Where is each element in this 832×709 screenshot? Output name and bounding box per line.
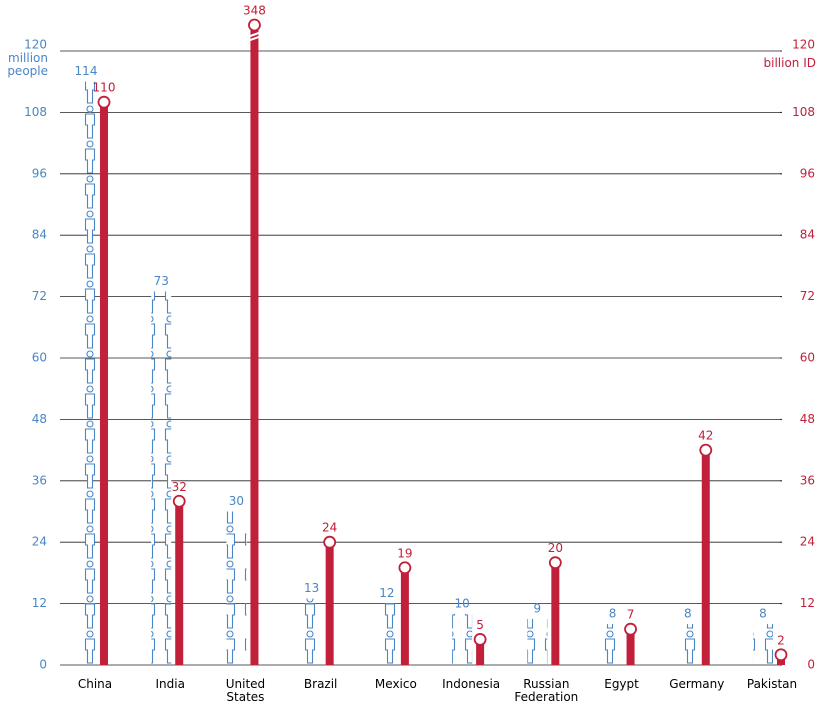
spending-bar: [325, 542, 334, 665]
people-stack: [527, 618, 548, 665]
x-tick-label: Germany: [669, 677, 725, 691]
people-value-label: 13: [304, 581, 319, 595]
spending-bar: [400, 567, 409, 665]
people-value-label: 8: [759, 607, 767, 621]
y2-tick-label: 12: [800, 596, 815, 610]
spending-bar: [476, 639, 485, 665]
x-tick-label: Indonesia: [442, 677, 501, 691]
spending-marker: [172, 494, 186, 508]
people-value-label: 10: [454, 596, 469, 610]
spending-value-label: 19: [397, 546, 412, 560]
y2-tick-label: 96: [800, 166, 815, 180]
people-value-label: 9: [534, 601, 542, 615]
y-tick-label: 120: [24, 38, 47, 52]
spending-value-label: 5: [476, 618, 484, 632]
people-stack: [677, 624, 698, 665]
x-tick-label: Russian Federation: [514, 677, 579, 704]
spending-value-label: 110: [93, 81, 116, 95]
spending-bar: [701, 450, 710, 665]
people-stack: [376, 603, 397, 665]
spending-marker: [97, 95, 111, 109]
y2-axis-label: billion ID: [763, 56, 817, 70]
spending-marker: [774, 648, 788, 662]
people-value-label: 73: [154, 274, 169, 288]
y2-tick-label: 36: [800, 473, 815, 487]
spending-value-label: 348: [243, 4, 266, 18]
people-stack: [452, 613, 473, 665]
spending-marker: [323, 535, 337, 549]
spending-marker: [548, 556, 562, 570]
people-stack: [76, 81, 96, 665]
people-stack: [151, 291, 172, 665]
people-value-label: 30: [229, 494, 244, 508]
y2-tick-label: 108: [792, 105, 815, 119]
x-tick-label: Mexico: [374, 677, 417, 691]
spending-bar: [250, 25, 259, 665]
spending-value-label: 20: [548, 541, 563, 555]
x-tick-label: United States: [225, 677, 266, 704]
y-tick-label: 48: [32, 412, 47, 426]
spending-marker: [473, 633, 487, 646]
people-value-label: 8: [609, 607, 617, 621]
people-stack: [226, 511, 247, 665]
people-value-label: 114: [75, 64, 98, 78]
x-tick-label: Egypt: [604, 677, 639, 691]
spending-value-label: 2: [777, 633, 785, 647]
spending-value-label: 7: [627, 608, 635, 622]
spending-marker: [398, 561, 412, 575]
spending-bar: [100, 102, 108, 665]
y-tick-label: 12: [32, 596, 47, 610]
y-tick-label: 84: [32, 228, 47, 242]
y-tick-label: 60: [32, 351, 47, 365]
spending-marker: [248, 18, 261, 32]
spending-bar: [175, 501, 184, 665]
y-tick-label: 36: [32, 473, 47, 487]
people-stack: [301, 598, 322, 665]
y2-tick-label: 120: [792, 38, 815, 52]
spending-marker: [624, 622, 637, 636]
y2-tick-label: 48: [800, 412, 815, 426]
spending-value-label: 42: [698, 429, 713, 443]
y2-tick-label: 24: [800, 535, 815, 549]
y-tick-label: 0: [39, 658, 47, 672]
y-tick-label: 72: [32, 289, 47, 303]
spending-marker: [699, 443, 713, 457]
spending-bar: [626, 629, 635, 665]
axis-break: [247, 31, 262, 38]
y-tick-label: 96: [32, 166, 47, 180]
spending-bar: [551, 562, 560, 665]
spending-value-label: 32: [172, 480, 187, 494]
x-tick-label: Brazil: [303, 677, 338, 691]
y2-tick-label: 72: [800, 289, 815, 303]
x-tick-label: Pakistan: [746, 677, 798, 691]
y2-tick-label: 60: [800, 351, 815, 365]
y-tick-label: 24: [32, 535, 47, 549]
people-value-label: 12: [379, 586, 394, 600]
y2-tick-label: 0: [807, 658, 815, 672]
y-axis-label: million people: [7, 51, 48, 78]
axis-break: [247, 35, 262, 42]
x-tick-label: China: [77, 677, 113, 691]
people-stack: [602, 624, 623, 665]
x-tick-label: India: [155, 677, 185, 691]
y2-tick-label: 84: [800, 228, 815, 242]
spending-value-label: 24: [322, 521, 337, 535]
y-tick-label: 108: [24, 105, 47, 119]
people-stack: [753, 624, 773, 665]
people-value-label: 8: [684, 607, 692, 621]
